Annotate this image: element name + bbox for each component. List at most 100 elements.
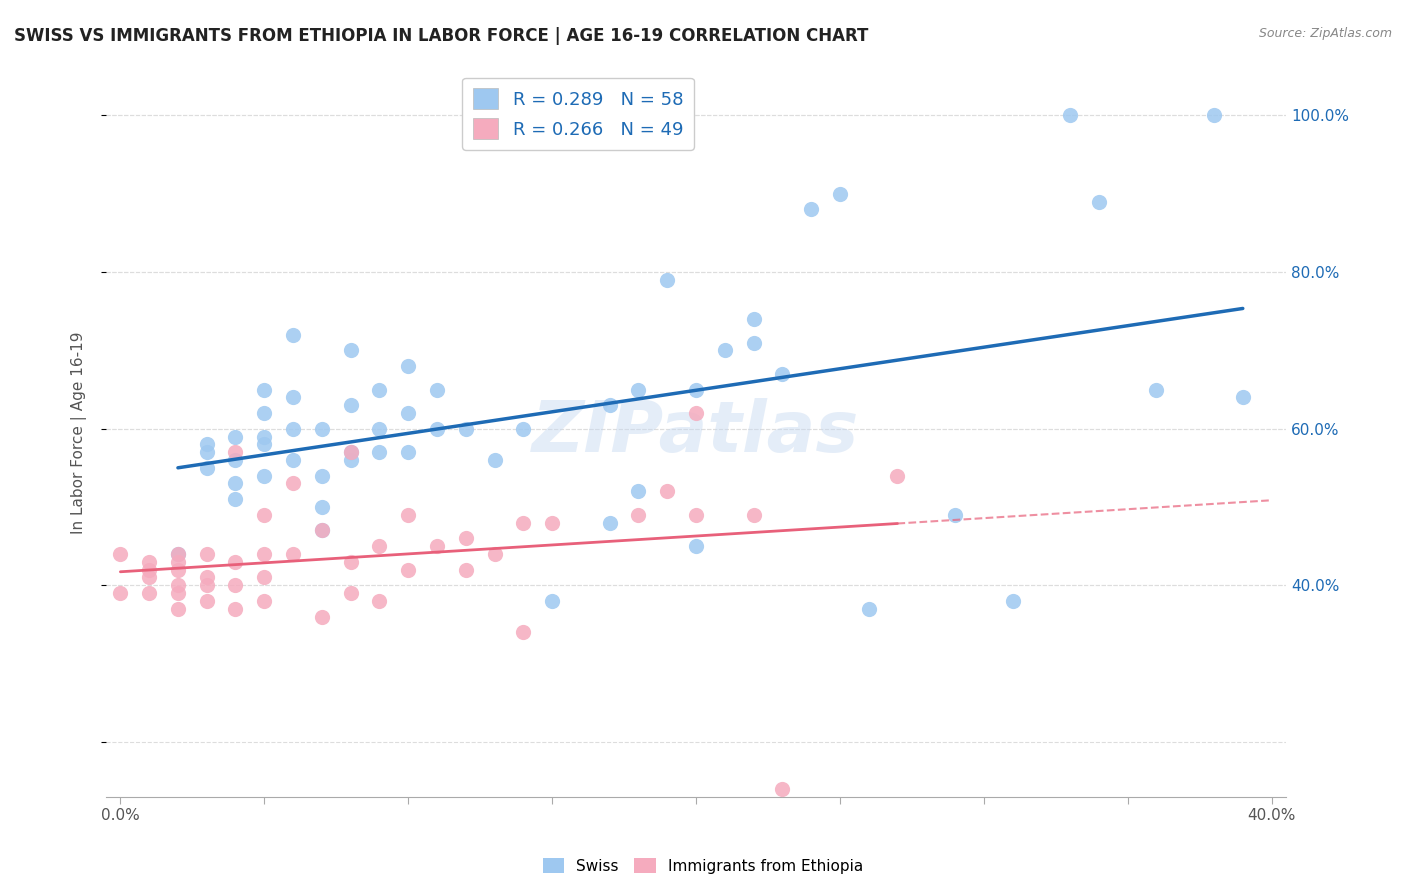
Point — [541, 516, 564, 530]
Point — [1146, 383, 1168, 397]
Point — [281, 476, 304, 491]
Point — [484, 453, 506, 467]
Point — [167, 601, 190, 615]
Point — [426, 383, 449, 397]
Point — [339, 445, 361, 459]
Point — [195, 578, 218, 592]
Point — [685, 406, 707, 420]
Point — [1059, 108, 1081, 122]
Point — [281, 547, 304, 561]
Point — [599, 516, 621, 530]
Point — [339, 586, 361, 600]
Legend: Swiss, Immigrants from Ethiopia: Swiss, Immigrants from Ethiopia — [537, 852, 869, 880]
Text: Source: ZipAtlas.com: Source: ZipAtlas.com — [1258, 27, 1392, 40]
Point — [657, 484, 679, 499]
Point — [454, 422, 477, 436]
Point — [426, 539, 449, 553]
Point — [685, 383, 707, 397]
Point — [828, 186, 851, 201]
Point — [396, 563, 419, 577]
Point — [224, 429, 246, 443]
Point — [138, 586, 160, 600]
Point — [396, 445, 419, 459]
Point — [858, 601, 880, 615]
Point — [512, 422, 534, 436]
Point — [281, 422, 304, 436]
Point — [685, 508, 707, 522]
Point — [685, 539, 707, 553]
Point — [742, 335, 765, 350]
Point — [253, 383, 276, 397]
Point — [627, 484, 650, 499]
Point — [253, 429, 276, 443]
Point — [311, 524, 333, 538]
Point — [657, 273, 679, 287]
Point — [224, 555, 246, 569]
Point — [396, 359, 419, 373]
Point — [195, 437, 218, 451]
Point — [454, 563, 477, 577]
Point — [167, 547, 190, 561]
Point — [599, 398, 621, 412]
Point — [253, 594, 276, 608]
Point — [167, 563, 190, 577]
Point — [110, 586, 132, 600]
Point — [224, 492, 246, 507]
Point — [138, 570, 160, 584]
Point — [541, 594, 564, 608]
Point — [339, 453, 361, 467]
Point — [167, 555, 190, 569]
Point — [339, 398, 361, 412]
Point — [224, 601, 246, 615]
Point — [512, 516, 534, 530]
Y-axis label: In Labor Force | Age 16-19: In Labor Force | Age 16-19 — [72, 331, 87, 533]
Point — [195, 570, 218, 584]
Point — [454, 531, 477, 545]
Point — [396, 406, 419, 420]
Point — [224, 445, 246, 459]
Point — [627, 383, 650, 397]
Point — [311, 500, 333, 514]
Point — [1232, 390, 1254, 404]
Point — [426, 422, 449, 436]
Point — [311, 524, 333, 538]
Point — [167, 547, 190, 561]
Point — [253, 508, 276, 522]
Legend: R = 0.289   N = 58, R = 0.266   N = 49: R = 0.289 N = 58, R = 0.266 N = 49 — [463, 78, 695, 150]
Point — [368, 594, 391, 608]
Point — [253, 547, 276, 561]
Point — [339, 555, 361, 569]
Point — [742, 508, 765, 522]
Point — [195, 594, 218, 608]
Point — [281, 327, 304, 342]
Point — [311, 609, 333, 624]
Point — [1202, 108, 1225, 122]
Point — [713, 343, 735, 358]
Point — [396, 508, 419, 522]
Point — [770, 367, 793, 381]
Point — [138, 555, 160, 569]
Point — [1088, 194, 1111, 209]
Point — [224, 453, 246, 467]
Point — [167, 578, 190, 592]
Point — [110, 547, 132, 561]
Point — [253, 437, 276, 451]
Point — [770, 781, 793, 796]
Point — [512, 625, 534, 640]
Point — [368, 539, 391, 553]
Point — [368, 422, 391, 436]
Point — [886, 468, 908, 483]
Point — [167, 586, 190, 600]
Point — [253, 406, 276, 420]
Point — [368, 445, 391, 459]
Point — [339, 445, 361, 459]
Point — [1001, 594, 1024, 608]
Point — [253, 570, 276, 584]
Text: ZIPatlas: ZIPatlas — [533, 398, 859, 467]
Point — [311, 468, 333, 483]
Point — [627, 508, 650, 522]
Point — [800, 202, 823, 217]
Point — [224, 476, 246, 491]
Point — [224, 578, 246, 592]
Point — [195, 445, 218, 459]
